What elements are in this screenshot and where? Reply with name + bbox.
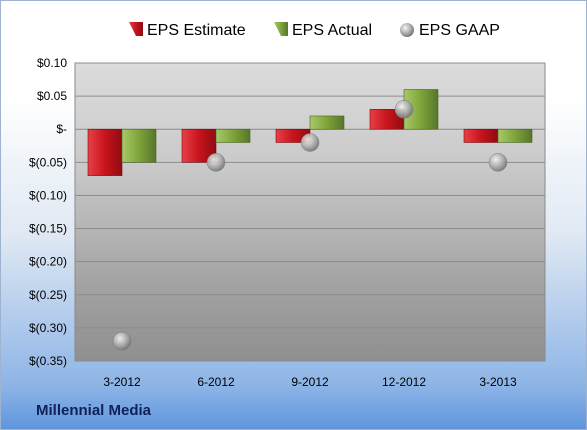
y-tick-label: $- xyxy=(56,122,67,136)
bar-eps-actual xyxy=(121,128,157,163)
x-tick-label: 6-2012 xyxy=(197,375,235,389)
marker-eps-gaap xyxy=(488,153,508,172)
bars xyxy=(87,89,533,176)
y-tick-label: $(0.10) xyxy=(29,188,67,202)
marker-eps-gaap xyxy=(112,331,132,351)
y-tick-label: $0.05 xyxy=(37,89,67,103)
gaap-markers xyxy=(112,100,508,351)
legend-estimate-swatch xyxy=(129,22,143,36)
marker-eps-gaap xyxy=(394,100,414,119)
legend-estimate-label: EPS Estimate xyxy=(147,22,246,39)
y-tick-label: $(0.35) xyxy=(29,354,67,368)
bar-eps-estimate xyxy=(463,128,499,143)
y-tick-label: $(0.05) xyxy=(29,155,67,169)
legend-item-gaap: EPS GAAP xyxy=(400,22,500,39)
legend-gaap-label: EPS GAAP xyxy=(419,22,500,39)
legend-item-actual: EPS Actual xyxy=(274,22,372,39)
marker-eps-gaap xyxy=(206,153,226,172)
y-tick-label: $(0.20) xyxy=(29,255,67,269)
legend-gaap-swatch xyxy=(400,23,414,37)
x-tick-label: 12-2012 xyxy=(382,375,426,389)
y-tick-label: $(0.30) xyxy=(29,321,67,335)
bar-eps-actual xyxy=(497,128,533,143)
plot-area xyxy=(74,62,546,362)
y-tick-label: $(0.25) xyxy=(29,288,67,302)
bar-eps-actual xyxy=(309,115,345,130)
legend-item-estimate: EPS Estimate xyxy=(129,22,246,39)
y-tick-label: $(0.15) xyxy=(29,222,67,236)
y-tick-label: $0.10 xyxy=(37,56,67,70)
legend-actual-label: EPS Actual xyxy=(292,22,372,39)
x-tick-label: 9-2012 xyxy=(291,375,329,389)
x-tick-label: 3-2013 xyxy=(479,375,517,389)
marker-eps-gaap xyxy=(300,133,320,152)
legend-actual-swatch xyxy=(274,22,288,36)
x-tick-label: 3-2012 xyxy=(103,375,141,389)
legend: EPS Estimate EPS Actual EPS GAAP xyxy=(129,22,500,39)
bar-eps-actual xyxy=(215,128,251,143)
company-name: Millennial Media xyxy=(36,402,152,419)
y-axis-ticks: $0.10 $0.05 $- $(0.05) $(0.10) $(0.15) $(0.20)… xyxy=(29,56,67,368)
bar-eps-estimate xyxy=(87,128,123,176)
x-axis-ticks: 3-2012 6-2012 9-2012 12-2012 3-2013 xyxy=(103,375,517,389)
